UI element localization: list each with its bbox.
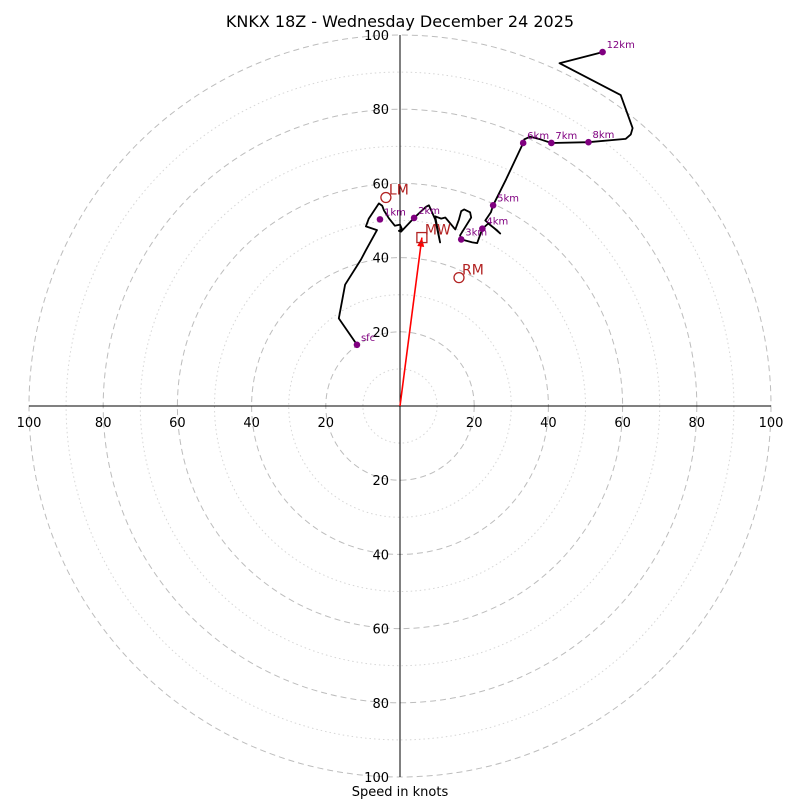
height-point: [599, 48, 606, 56]
hodograph-trace: [337, 51, 634, 346]
x-tick-label: 40: [243, 416, 260, 431]
tick-labels: 100 80 60 40 20 20 40 60 80 100 100 80 60 40 20 20 40 60 8…: [17, 29, 784, 786]
x-tick-label: 60: [614, 416, 631, 431]
height-label: 6km: [527, 131, 549, 142]
hodograph-trace-group: [337, 51, 634, 346]
y-tick-label: 20: [372, 326, 389, 341]
height-label: 1km: [384, 207, 406, 218]
height-point: [519, 139, 527, 147]
y-tick-label: 100: [364, 771, 389, 786]
height-label: 12km: [607, 40, 635, 51]
x-tick-label: 80: [95, 416, 112, 431]
x-tick-label: 100: [759, 416, 784, 431]
x-axis-label: Speed in knots: [352, 785, 449, 800]
height-point: [585, 138, 592, 146]
height-point: [548, 139, 555, 147]
storm-motion-label: MW: [425, 223, 451, 239]
height-marker-6km: 6km: [519, 131, 549, 147]
storm-motion-marker: [380, 191, 392, 204]
storm-motion-lm: LM: [380, 182, 409, 204]
height-marker-8km: 8km: [585, 130, 614, 146]
y-tick-label: 20: [372, 474, 389, 489]
mean-wind-vector: [399, 237, 423, 407]
height-marker-7km: 7km: [548, 131, 577, 147]
y-tick-label: 80: [372, 103, 389, 118]
height-point: [457, 236, 465, 243]
height-label: 7km: [555, 131, 577, 142]
y-tick-label: 80: [372, 697, 389, 712]
height-label: 4km: [486, 217, 508, 228]
x-tick-label: 80: [689, 416, 706, 431]
x-tick-label: 100: [17, 416, 42, 431]
storm-motion-label: LM: [389, 182, 409, 198]
height-point: [353, 341, 361, 349]
height-label: 8km: [592, 130, 614, 141]
y-tick-label: 60: [372, 177, 389, 192]
y-tick-label: 40: [372, 548, 389, 563]
height-label: sfc: [361, 333, 375, 344]
storm-motion-marker: [416, 231, 428, 244]
height-marker-5km: 5km: [489, 193, 519, 209]
y-tick-label: 40: [372, 252, 389, 267]
height-label: 3km: [465, 227, 487, 238]
storm-motion-rm: RM: [453, 263, 484, 284]
height-marker-3km: 3km: [457, 227, 487, 243]
x-tick-label: 20: [318, 416, 335, 431]
height-point: [489, 201, 497, 209]
storm-motion-label: RM: [462, 263, 484, 279]
height-marker-4km: 4km: [479, 217, 508, 232]
storm-motion-marker: [453, 271, 465, 284]
y-tick-label: 100: [364, 29, 389, 44]
height-point: [376, 216, 384, 223]
storm-motion-markers: LM MW RM: [380, 182, 484, 284]
height-point: [479, 225, 486, 232]
chart-title: KNKX 18Z - Wednesday December 24 2025: [226, 12, 574, 31]
y-tick-label: 60: [372, 623, 389, 638]
storm-motion-mw: MW: [416, 223, 451, 244]
mean-wind-vector-group: [399, 237, 425, 407]
height-marker-2km: 2km: [410, 206, 440, 222]
height-label: 2km: [418, 206, 440, 217]
height-marker-12km: 12km: [599, 40, 635, 56]
x-tick-label: 40: [540, 416, 557, 431]
height-marker-sfc: sfc: [353, 333, 375, 349]
height-marker-1km: 1km: [376, 207, 406, 223]
x-tick-label: 20: [466, 416, 483, 431]
height-label: 5km: [497, 193, 519, 204]
x-tick-label: 60: [169, 416, 186, 431]
height-point: [410, 214, 418, 222]
